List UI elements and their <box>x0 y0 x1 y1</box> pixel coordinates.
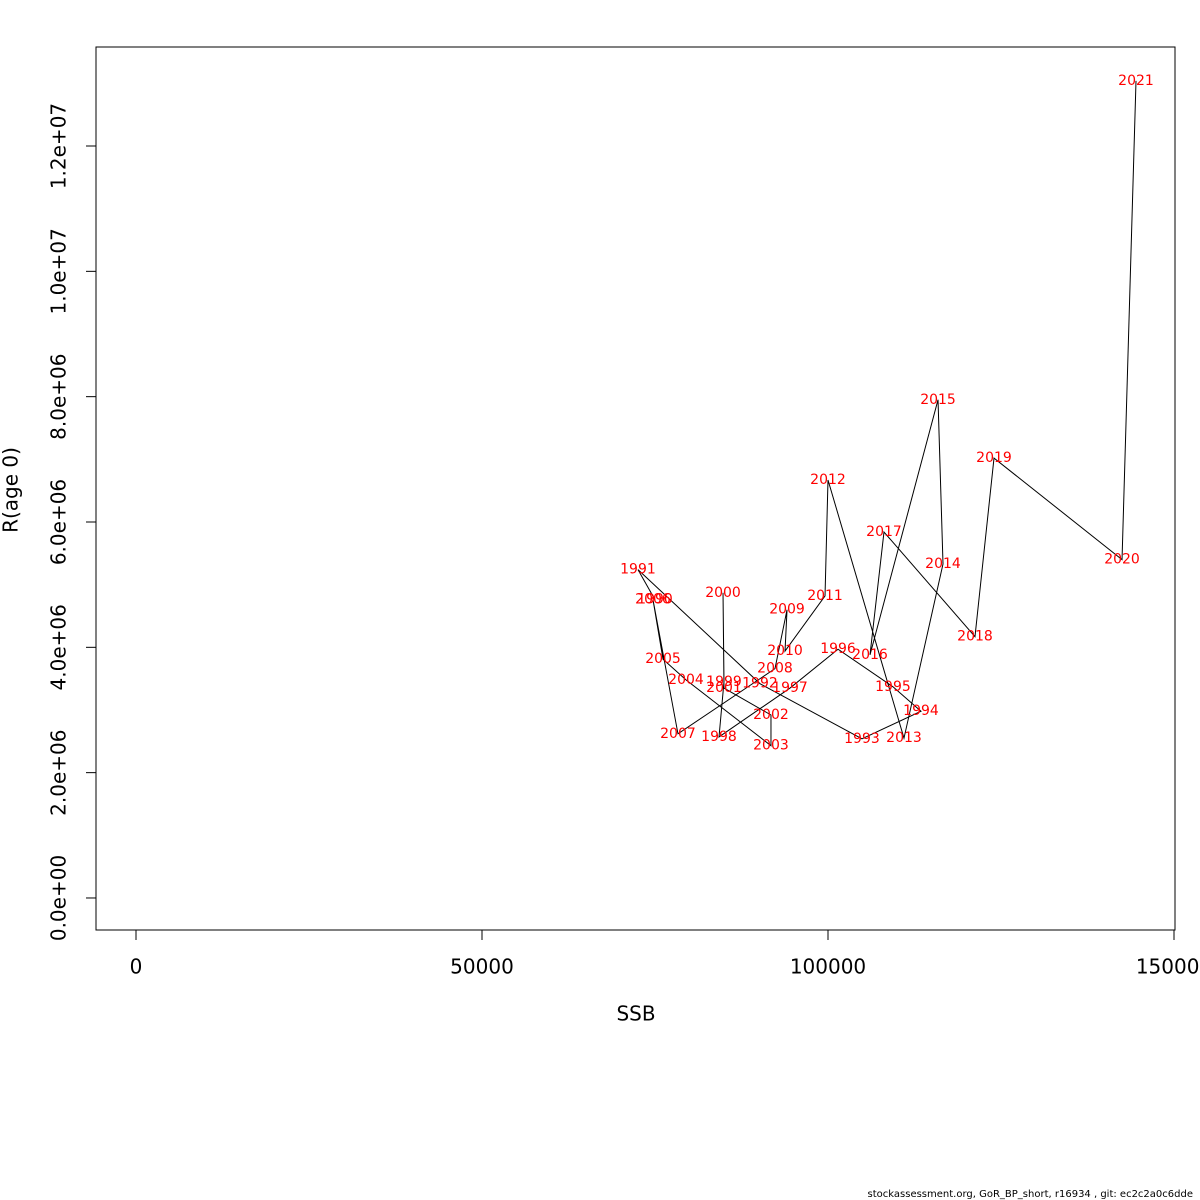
point-label: 2004 <box>668 672 704 688</box>
point-label: 2021 <box>1118 73 1154 89</box>
point-label: 1998 <box>701 729 737 745</box>
y-tick-label: 2.0e+06 <box>47 729 71 815</box>
point-label: 1994 <box>903 703 939 719</box>
y-axis-label: R(age 0) <box>0 447 23 533</box>
y-tick-label: 0.0e+00 <box>47 855 71 941</box>
point-label: 2009 <box>769 602 805 618</box>
point-label: 2001 <box>706 680 742 696</box>
point-label: 2019 <box>976 450 1012 466</box>
point-label: 2011 <box>807 588 843 604</box>
point-label: 2010 <box>767 643 803 659</box>
point-label: 2013 <box>886 730 922 746</box>
point-label: 1990 <box>637 592 673 608</box>
point-label: 2020 <box>1104 552 1140 568</box>
point-label: 2016 <box>852 647 888 663</box>
point-label: 1992 <box>742 676 778 692</box>
point-label: 2012 <box>810 472 846 488</box>
point-label: 2018 <box>957 629 993 645</box>
x-tick-label: 100000 <box>790 955 866 979</box>
point-label: 1991 <box>620 562 656 578</box>
point-label: 1996 <box>820 641 856 657</box>
series-line <box>637 80 1137 747</box>
y-tick-label: 4.0e+06 <box>47 604 71 690</box>
footer: stockassessment.org, GoR_BP_short, r1693… <box>868 1189 1193 1200</box>
point-label: 2007 <box>660 726 696 742</box>
point-label: 2002 <box>753 707 789 723</box>
point-label: 2014 <box>925 556 961 572</box>
point-label: 2006 <box>635 592 671 608</box>
point-label: 1993 <box>844 731 880 747</box>
point-label: 1999 <box>706 674 742 690</box>
point-label: 2015 <box>920 392 956 408</box>
point-label: 1997 <box>772 680 808 696</box>
point-label: 2005 <box>645 651 681 667</box>
y-tick-label: 1.2e+07 <box>47 103 71 189</box>
y-tick-label: 8.0e+06 <box>47 354 71 440</box>
y-tick-label: 6.0e+06 <box>47 479 71 565</box>
point-label: 2017 <box>866 524 902 540</box>
x-tick-label: 0 <box>130 955 143 979</box>
plot-box <box>95 46 1176 931</box>
point-label: 1995 <box>875 679 911 695</box>
point-label: 2003 <box>753 738 789 754</box>
y-tick-label: 1.0e+07 <box>47 228 71 314</box>
x-axis-label: SSB <box>616 1002 655 1026</box>
point-label: 2000 <box>705 585 741 601</box>
x-tick-label: 50000 <box>450 955 514 979</box>
point-label: 2008 <box>757 661 793 677</box>
